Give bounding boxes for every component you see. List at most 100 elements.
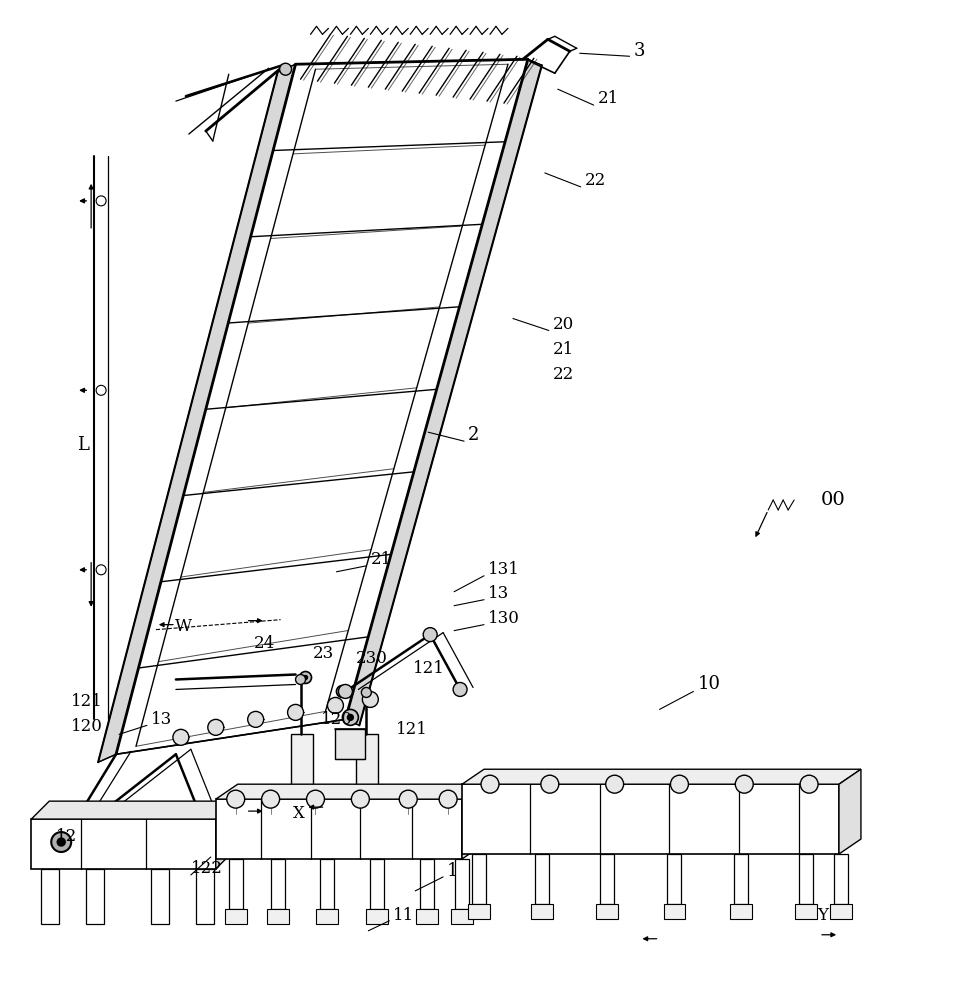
Bar [534, 854, 549, 904]
Text: 23: 23 [312, 645, 333, 662]
Text: 122: 122 [191, 860, 223, 877]
Bar [215, 799, 462, 859]
Text: 230: 230 [355, 650, 387, 667]
Text: 22: 22 [584, 172, 605, 189]
Bar [196, 869, 213, 924]
Circle shape [96, 196, 106, 206]
Bar [229, 859, 243, 909]
Bar [370, 859, 384, 909]
Polygon shape [98, 64, 295, 762]
Bar [86, 869, 104, 924]
Circle shape [338, 684, 352, 698]
Polygon shape [215, 801, 234, 869]
Text: 3: 3 [633, 42, 645, 60]
Bar [225, 909, 246, 924]
Bar [794, 904, 817, 919]
Circle shape [247, 711, 263, 727]
Circle shape [96, 385, 106, 395]
Bar [316, 909, 338, 924]
Circle shape [362, 691, 378, 707]
Bar [356, 734, 378, 789]
Circle shape [347, 714, 353, 720]
Bar [420, 859, 433, 909]
Bar [31, 819, 215, 869]
Text: X: X [292, 805, 304, 822]
Bar [270, 859, 285, 909]
Text: 13: 13 [151, 711, 172, 728]
Text: 24: 24 [253, 635, 275, 652]
Circle shape [336, 685, 348, 697]
Circle shape [342, 709, 358, 725]
Bar [600, 854, 613, 904]
Circle shape [605, 775, 623, 793]
Polygon shape [31, 801, 234, 819]
Circle shape [439, 790, 457, 808]
Bar [451, 909, 472, 924]
Circle shape [327, 697, 343, 713]
Circle shape [295, 675, 305, 684]
Circle shape [288, 704, 303, 720]
Bar [49, 834, 74, 852]
Bar [530, 904, 553, 919]
Polygon shape [462, 769, 860, 784]
Text: 121: 121 [413, 660, 445, 677]
Bar [455, 859, 468, 909]
Circle shape [227, 790, 244, 808]
Circle shape [303, 676, 307, 679]
Bar [798, 854, 813, 904]
Circle shape [51, 832, 71, 852]
Circle shape [734, 775, 752, 793]
Bar [663, 904, 685, 919]
Text: 13: 13 [487, 585, 509, 602]
Text: 2: 2 [467, 426, 479, 444]
Circle shape [261, 790, 280, 808]
Text: Y: Y [817, 907, 827, 924]
Circle shape [96, 565, 106, 575]
Text: 00: 00 [821, 491, 845, 509]
Polygon shape [462, 784, 483, 859]
Text: 21: 21 [370, 551, 391, 568]
Bar [320, 859, 334, 909]
Text: 11: 11 [393, 907, 414, 924]
Text: 22: 22 [553, 366, 573, 383]
Circle shape [299, 672, 311, 683]
Circle shape [351, 790, 369, 808]
Polygon shape [838, 769, 860, 854]
Bar [833, 854, 847, 904]
Text: 1: 1 [447, 862, 458, 880]
Text: 120: 120 [71, 718, 103, 735]
Bar [667, 854, 681, 904]
Text: 21: 21 [553, 341, 573, 358]
Text: 121: 121 [396, 721, 427, 738]
Circle shape [422, 628, 437, 642]
Text: 20: 20 [553, 316, 573, 333]
Bar [366, 909, 388, 924]
Text: 121: 121 [71, 693, 103, 710]
Circle shape [453, 682, 467, 696]
Text: W: W [175, 618, 193, 635]
Bar [266, 909, 289, 924]
Text: 130: 130 [487, 610, 519, 627]
Text: 120: 120 [320, 711, 352, 728]
Text: 10: 10 [696, 675, 720, 693]
Bar [595, 904, 617, 919]
Circle shape [540, 775, 558, 793]
Text: L: L [77, 436, 89, 454]
Text: 21: 21 [598, 90, 618, 107]
Circle shape [399, 790, 417, 808]
Bar [730, 904, 751, 919]
Circle shape [57, 838, 66, 846]
Bar [290, 734, 312, 789]
Bar [734, 854, 747, 904]
Bar [151, 869, 169, 924]
Bar [41, 869, 59, 924]
Bar [335, 729, 365, 759]
Text: 12: 12 [56, 828, 77, 845]
Bar [829, 904, 851, 919]
Circle shape [306, 790, 324, 808]
Circle shape [173, 729, 189, 745]
Circle shape [670, 775, 688, 793]
Circle shape [361, 687, 371, 697]
Polygon shape [345, 59, 541, 725]
Bar [462, 784, 838, 854]
